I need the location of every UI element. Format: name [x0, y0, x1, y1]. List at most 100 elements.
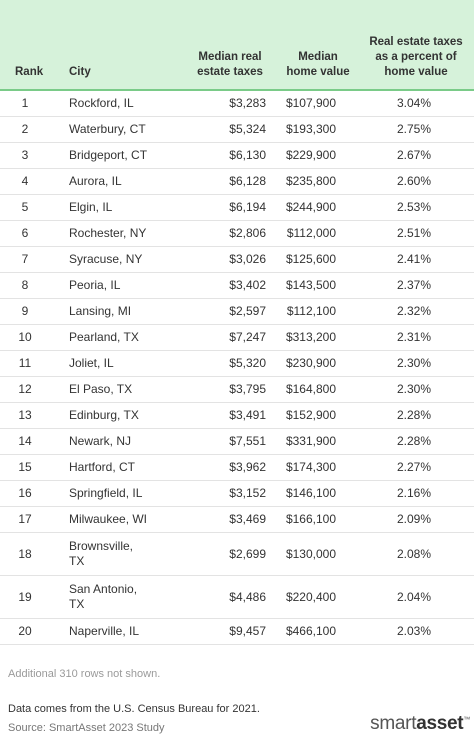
median-taxes-cell: $3,402 — [182, 272, 278, 299]
city-cell: Elgin, IL — [58, 194, 182, 221]
median-taxes-cell: $3,962 — [182, 454, 278, 481]
rank-cell: 1 — [0, 90, 58, 117]
city-cell: Pearland, TX — [58, 324, 182, 351]
median-home-value-cell: $146,100 — [278, 480, 358, 507]
logo-part-asset: asset — [416, 713, 464, 734]
smartasset-logo: smartasset™ — [370, 713, 470, 735]
table-row: 4 Aurora, IL $6,128 $235,800 2.60% — [0, 168, 474, 195]
rank-cell: 14 — [0, 428, 58, 455]
rank-cell: 15 — [0, 454, 58, 481]
median-taxes-cell: $2,597 — [182, 298, 278, 325]
rank-cell: 11 — [0, 350, 58, 377]
table-body: 1 Rockford, IL $3,283 $107,900 3.04% 2 Waterbu… — [0, 90, 474, 645]
table-row: 6 Rochester, NY $2,806 $112,000 2.51% — [0, 220, 474, 247]
logo-trademark: ™ — [463, 716, 470, 724]
median-home-value-cell: $166,100 — [278, 506, 358, 533]
table-row: 13 Edinburg, TX $3,491 $152,900 2.28% — [0, 402, 474, 429]
header-median-home-value: Median home value — [278, 0, 358, 91]
median-home-value-cell: $112,000 — [278, 220, 358, 247]
median-home-value-cell: $193,300 — [278, 116, 358, 143]
city-cell: Rochester, NY — [58, 220, 182, 247]
city-cell: Hartford, CT — [58, 454, 182, 481]
table-row: 3 Bridgeport, CT $6,130 $229,900 2.67% — [0, 142, 474, 169]
header-median-taxes: Median real estate taxes — [182, 0, 278, 91]
rank-cell: 5 — [0, 194, 58, 221]
table-row: 15 Hartford, CT $3,962 $174,300 2.27% — [0, 454, 474, 481]
rank-cell: 2 — [0, 116, 58, 143]
city-cell: Syracuse, NY — [58, 246, 182, 273]
table-row: 20 Naperville, IL $9,457 $466,100 2.03% — [0, 618, 474, 645]
median-home-value-cell: $230,900 — [278, 350, 358, 377]
tax-percent-cell: 2.53% — [358, 194, 474, 221]
table-row: 16 Springfield, IL $3,152 $146,100 2.16% — [0, 480, 474, 507]
table-row: 5 Elgin, IL $6,194 $244,900 2.53% — [0, 194, 474, 221]
median-taxes-cell: $9,457 — [182, 618, 278, 645]
median-home-value-cell: $174,300 — [278, 454, 358, 481]
rank-cell: 6 — [0, 220, 58, 247]
header-city: City — [58, 0, 182, 91]
table-row: 7 Syracuse, NY $3,026 $125,600 2.41% — [0, 246, 474, 273]
tax-percent-cell: 2.67% — [358, 142, 474, 169]
rank-cell: 4 — [0, 168, 58, 195]
median-home-value-cell: $107,900 — [278, 90, 358, 117]
median-home-value-cell: $313,200 — [278, 324, 358, 351]
tax-percent-cell: 2.60% — [358, 168, 474, 195]
median-home-value-cell: $164,800 — [278, 376, 358, 403]
city-cell: Bridgeport, CT — [58, 142, 182, 169]
city-cell: San Antonio, TX — [58, 575, 182, 619]
city-cell: Edinburg, TX — [58, 402, 182, 429]
city-cell: Newark, NJ — [58, 428, 182, 455]
tax-percent-cell: 2.04% — [358, 575, 474, 619]
rank-cell: 12 — [0, 376, 58, 403]
city-cell: Aurora, IL — [58, 168, 182, 195]
city-cell: Brownsville, TX — [58, 532, 182, 576]
median-taxes-cell: $3,152 — [182, 480, 278, 507]
rank-cell: 16 — [0, 480, 58, 507]
city-cell: El Paso, TX — [58, 376, 182, 403]
tax-percent-cell: 2.27% — [358, 454, 474, 481]
rank-cell: 10 — [0, 324, 58, 351]
table-row: 1 Rockford, IL $3,283 $107,900 3.04% — [0, 90, 474, 117]
table-row: 19 San Antonio, TX $4,486 $220,400 2.04% — [0, 575, 474, 619]
median-home-value-cell: $152,900 — [278, 402, 358, 429]
tax-percent-cell: 2.09% — [358, 506, 474, 533]
city-cell: Naperville, IL — [58, 618, 182, 645]
city-cell: Lansing, MI — [58, 298, 182, 325]
median-home-value-cell: $235,800 — [278, 168, 358, 195]
tax-rankings-table: Rank City Median real estate taxes Media… — [0, 0, 474, 645]
median-home-value-cell: $244,900 — [278, 194, 358, 221]
tax-percent-cell: 2.31% — [358, 324, 474, 351]
median-taxes-cell: $5,324 — [182, 116, 278, 143]
median-home-value-cell: $112,100 — [278, 298, 358, 325]
tax-percent-cell: 2.08% — [358, 532, 474, 576]
tax-percent-cell: 2.32% — [358, 298, 474, 325]
tax-percent-cell: 2.16% — [358, 480, 474, 507]
median-taxes-cell: $3,469 — [182, 506, 278, 533]
city-cell: Waterbury, CT — [58, 116, 182, 143]
tax-percent-cell: 2.37% — [358, 272, 474, 299]
median-taxes-cell: $6,128 — [182, 168, 278, 195]
rank-cell: 13 — [0, 402, 58, 429]
median-taxes-cell: $2,806 — [182, 220, 278, 247]
rank-cell: 7 — [0, 246, 58, 273]
table-row: 11 Joliet, IL $5,320 $230,900 2.30% — [0, 350, 474, 377]
table-row: 17 Milwaukee, WI $3,469 $166,100 2.09% — [0, 506, 474, 533]
median-home-value-cell: $466,100 — [278, 618, 358, 645]
tax-percent-cell: 2.28% — [358, 428, 474, 455]
median-home-value-cell: $130,000 — [278, 532, 358, 576]
tax-percent-cell: 3.04% — [358, 90, 474, 117]
median-home-value-cell: $220,400 — [278, 575, 358, 619]
rank-cell: 9 — [0, 298, 58, 325]
table-row: 14 Newark, NJ $7,551 $331,900 2.28% — [0, 428, 474, 455]
median-home-value-cell: $331,900 — [278, 428, 358, 455]
median-taxes-cell: $5,320 — [182, 350, 278, 377]
rank-cell: 19 — [0, 575, 58, 619]
logo-part-smart: smart — [370, 713, 417, 734]
city-cell: Joliet, IL — [58, 350, 182, 377]
median-taxes-cell: $3,283 — [182, 90, 278, 117]
data-source-note: Data comes from the U.S. Census Bureau f… — [8, 703, 260, 715]
median-home-value-cell: $125,600 — [278, 246, 358, 273]
rows-not-shown-note: Additional 310 rows not shown. — [8, 668, 161, 680]
tax-percent-cell: 2.51% — [358, 220, 474, 247]
median-taxes-cell: $7,247 — [182, 324, 278, 351]
